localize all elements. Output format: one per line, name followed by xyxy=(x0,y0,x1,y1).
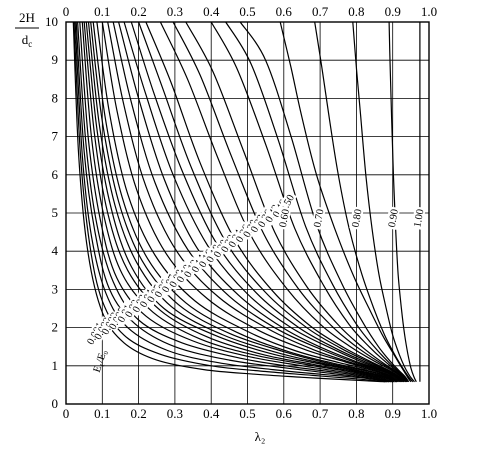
curve-0.20 xyxy=(123,21,403,383)
y-tick-label: 10 xyxy=(45,14,58,29)
y-axis-title: 2H dc xyxy=(15,10,39,49)
x-tick-label-top: 1.0 xyxy=(421,4,437,19)
curve-parameter-label: E₁/E₀ xyxy=(92,348,110,374)
x-tick-label: 0.4 xyxy=(203,406,220,421)
x-axis-label: λ₂ xyxy=(255,429,266,444)
parameter-label: E₁/E₀ xyxy=(92,348,110,374)
x-tick-label-top: 0.3 xyxy=(167,4,183,19)
y-tick-label: 2 xyxy=(52,320,59,335)
curve-0.001 xyxy=(72,21,386,383)
x-tick-label: 1.0 xyxy=(421,406,437,421)
curve-0.90 xyxy=(388,21,417,383)
curve-0.08 xyxy=(92,21,398,383)
curve-label-bg xyxy=(311,206,326,230)
curve-label-wrap: 0.90 xyxy=(385,206,401,230)
curve-label-0.80: 0.80 xyxy=(351,208,365,228)
curve-0.003 xyxy=(74,21,390,383)
x-tick-label: 0 xyxy=(63,406,70,421)
curve-0.26 xyxy=(145,21,405,383)
x-tick-label: 0.1 xyxy=(94,406,110,421)
curve-0.10 xyxy=(96,21,399,383)
curve-0.03 xyxy=(81,21,395,383)
curve-group xyxy=(72,21,421,383)
curve-0.70 xyxy=(314,21,414,383)
curve-label-1.00: 1.00 xyxy=(412,208,426,228)
y-tick-label: 9 xyxy=(52,52,59,67)
x-tick-label-top: 0.8 xyxy=(348,4,364,19)
y-axis-label-denominator: dc xyxy=(22,32,33,49)
x-tick-label-top: 0 xyxy=(63,4,70,19)
x-tick-label-top: 0.9 xyxy=(385,4,401,19)
x-tick-label: 0.5 xyxy=(239,406,255,421)
curve-0.07 xyxy=(90,21,397,383)
x-tick-label-top: 0.6 xyxy=(276,4,293,19)
curve-0.04 xyxy=(83,21,395,383)
curve-0.30 xyxy=(159,21,406,383)
y-tick-label: 3 xyxy=(52,281,59,296)
curve-0.22 xyxy=(130,21,404,383)
x-tick-label: 0.3 xyxy=(167,406,183,421)
curve-0.42 xyxy=(210,21,408,383)
curve-label-wrap: 0.60 xyxy=(276,206,292,230)
x-tick-label-top: 0.1 xyxy=(94,4,110,19)
curve-label-bg xyxy=(276,206,292,230)
y-tick-label: 8 xyxy=(52,90,59,105)
curve-label-0.90: 0.90 xyxy=(387,208,401,228)
curve-0.05 xyxy=(85,21,397,383)
curve-0.60 xyxy=(279,21,412,383)
y-tick-label: 5 xyxy=(52,205,59,220)
x-tick-label-top: 0.4 xyxy=(203,4,220,19)
x-tick-label-top: 0.7 xyxy=(312,4,329,19)
curve-label-0.70: 0.70 xyxy=(312,208,326,228)
curve-label-wrap: 0.70 xyxy=(311,206,326,230)
curve-0.12 xyxy=(101,21,400,383)
curve-0.002 xyxy=(73,21,388,383)
curve-0.01 xyxy=(77,21,393,383)
x-tick-label-top: 0.5 xyxy=(239,4,255,19)
y-tick-label: 1 xyxy=(52,358,59,373)
x-tick-label: 0.9 xyxy=(385,406,401,421)
x-tick-label: 0.2 xyxy=(130,406,146,421)
x-tick-label: 0.7 xyxy=(312,406,329,421)
curve-0.50 xyxy=(239,21,410,383)
curve-label-group: 0.0010.0020.0030.0050.010.020.030.040.05… xyxy=(84,191,426,347)
curve-0.06 xyxy=(87,21,397,383)
plot-frame xyxy=(65,21,430,405)
x-tick-label: 0.6 xyxy=(276,406,293,421)
curve-0.46 xyxy=(225,21,409,383)
x-tick-label-top: 0.2 xyxy=(130,4,146,19)
curve-label-bg xyxy=(411,206,426,230)
tick-label-group: 0 0.1 0.2 0.3 0.4 0.5 0.6 0.7 0.8 0.9 1.00 0.1 0.2 0.… xyxy=(45,4,437,421)
curve-0.80 xyxy=(352,21,415,383)
y-tick-label: 7 xyxy=(52,129,59,144)
curve-0.005 xyxy=(75,21,392,383)
curve-label-bg xyxy=(349,206,364,230)
y-tick-label: 4 xyxy=(52,243,59,258)
curve-label-wrap: 1.00 xyxy=(411,206,426,230)
curve-0.02 xyxy=(79,21,393,383)
curve-label-0.60: 0.60 xyxy=(278,208,292,228)
y-axis-label-numerator: 2H xyxy=(19,10,35,25)
y-tick-label: 6 xyxy=(52,167,59,182)
y-tick-label: 0 xyxy=(52,396,59,411)
curve-label-wrap: 0.80 xyxy=(349,206,365,230)
curve-0.36 xyxy=(185,21,407,383)
curve-label-bg xyxy=(385,206,401,230)
x-tick-label: 0.8 xyxy=(348,406,364,421)
